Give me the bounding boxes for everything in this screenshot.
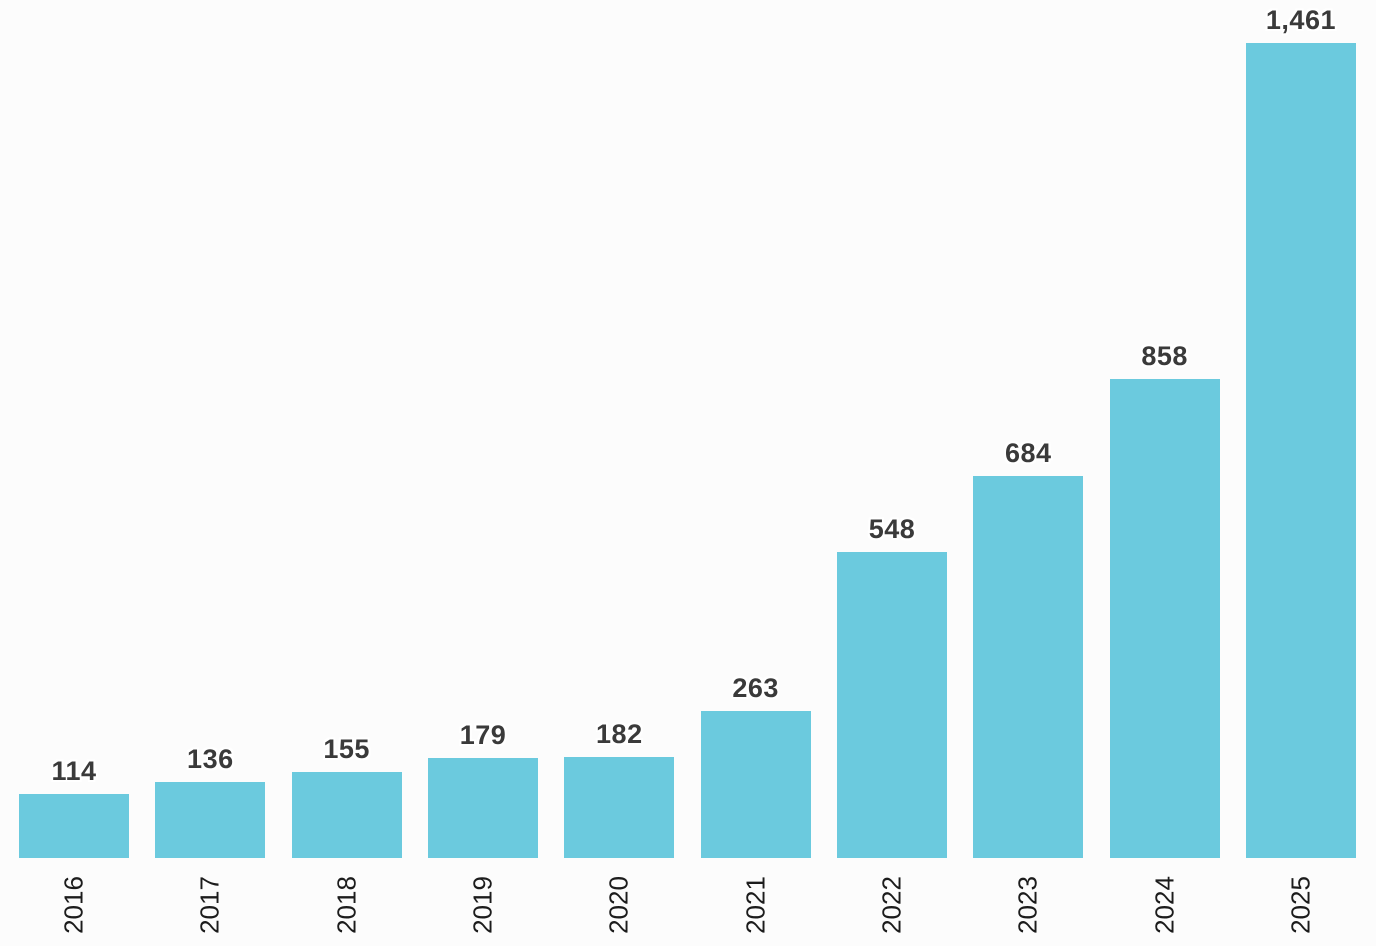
bar-value-label: 858 (1141, 341, 1188, 372)
bar (973, 476, 1084, 858)
bar (155, 782, 266, 858)
bar-value-label: 114 (51, 756, 97, 787)
x-axis-tick-label: 2019 (467, 875, 498, 934)
x-axis-tick-label: 2017 (194, 875, 225, 934)
x-axis-tick: 2020 (564, 858, 674, 946)
x-axis-tick-label: 2022 (876, 875, 907, 934)
x-axis-tick-label: 2018 (331, 875, 362, 934)
bar-value-label: 548 (868, 514, 916, 545)
bar-value-label: 263 (732, 673, 779, 704)
x-axis-tick: 2017 (155, 858, 265, 946)
bar-group: 182 2020 (564, 0, 675, 946)
bar-value-label: 136 (187, 744, 234, 775)
x-axis-tick: 2021 (701, 858, 811, 946)
bar (700, 711, 811, 858)
x-axis-tick: 2022 (837, 858, 947, 946)
bar-value-label: 179 (459, 720, 507, 751)
bar-group: 263 2021 (700, 0, 811, 946)
bar (291, 771, 402, 858)
bar-group: 1,461 2025 (1245, 0, 1356, 946)
bar-value-label: 1,461 (1265, 5, 1336, 35)
x-axis-tick: 2025 (1246, 858, 1356, 946)
bar (1245, 43, 1356, 858)
x-axis-tick-label: 2025 (1285, 875, 1316, 934)
bar-group: 858 2024 (1109, 0, 1220, 946)
x-axis-tick: 2018 (292, 858, 402, 946)
bar-group: 179 2019 (427, 0, 538, 946)
bar-group: 136 2017 (155, 0, 266, 946)
bar (19, 794, 129, 858)
bar (427, 758, 538, 858)
x-axis-tick-label: 2021 (740, 875, 771, 934)
x-axis-tick: 2024 (1110, 858, 1220, 946)
bar (836, 552, 947, 858)
x-axis-tick-label: 2016 (58, 875, 89, 934)
x-axis-tick-label: 2020 (603, 875, 634, 934)
bar-group: 155 2018 (291, 0, 402, 946)
x-axis-tick-label: 2023 (1012, 875, 1043, 934)
x-axis-tick: 2016 (19, 858, 129, 946)
x-axis-tick: 2019 (428, 858, 538, 946)
x-axis-tick-label: 2024 (1149, 875, 1180, 934)
x-axis-tick: 2023 (973, 858, 1083, 946)
bar-group: 548 2022 (836, 0, 947, 946)
bar-value-label: 155 (323, 733, 370, 764)
bar (1109, 379, 1220, 858)
bar-value-label: 182 (596, 718, 643, 749)
bar-group: 114 2016 (19, 0, 129, 946)
bar (564, 756, 675, 858)
bar-value-label: 684 (1005, 438, 1052, 469)
bar-group: 684 2023 (973, 0, 1084, 946)
